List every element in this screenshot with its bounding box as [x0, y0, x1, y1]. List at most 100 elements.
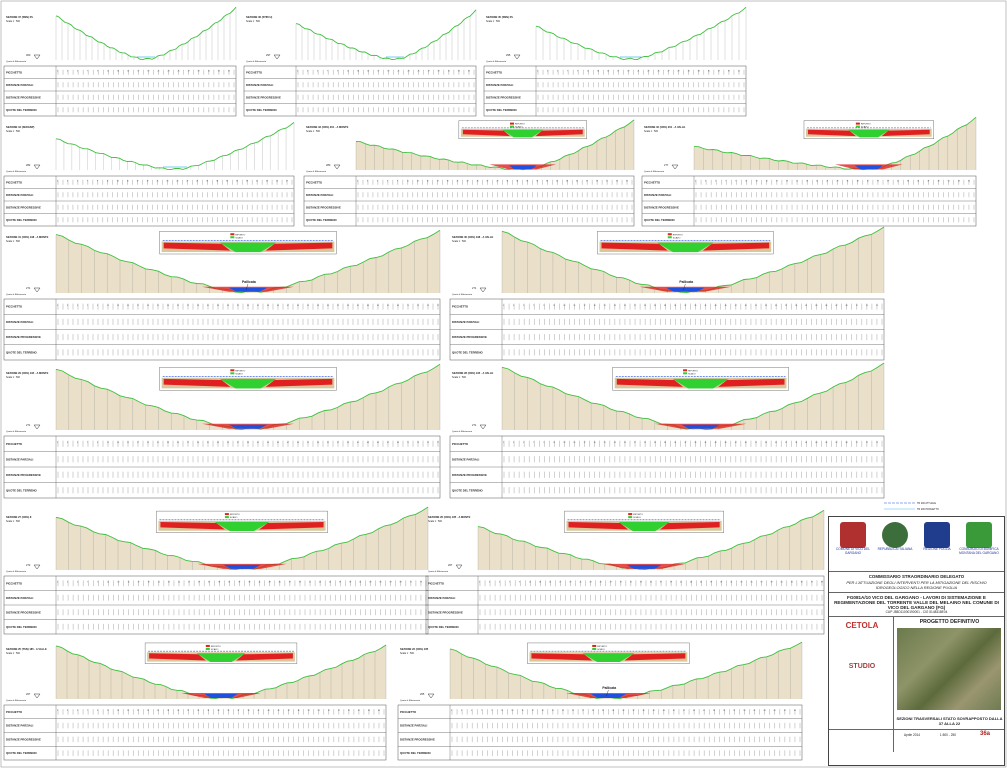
- section-title: SEZIONE 25 (TSN) 185 - A VALLE: [6, 647, 47, 651]
- stake-number: 53: [958, 181, 960, 183]
- stake-number: 25: [177, 305, 179, 307]
- stake-number: 11: [107, 442, 109, 444]
- stake-number: 1: [537, 71, 538, 73]
- stake-number: 35: [226, 181, 228, 183]
- stake-number: 55: [626, 181, 628, 183]
- stake-number: 65: [377, 305, 379, 307]
- stake-number: 41: [257, 442, 259, 444]
- table-row-label: DISTANZE PROGRESSIVE: [306, 205, 341, 209]
- stake-number: 5: [471, 710, 472, 712]
- stake-number: 69: [397, 442, 399, 444]
- stake-number: 17: [584, 442, 586, 444]
- fill-area: [807, 129, 856, 137]
- stake-number: 47: [928, 181, 930, 183]
- stake-number: 11: [746, 181, 748, 183]
- section-title: SEZIONE 30 (CRG) 198 - A VALLE: [452, 235, 494, 239]
- stake-number: 51: [606, 181, 608, 183]
- table-row-label: DISTANZE PARZIALI: [6, 457, 33, 461]
- stake-number: 39: [643, 710, 645, 712]
- table-row-label: QUOTE DEL TERRENO: [400, 751, 432, 755]
- consorzio-label: CONSORZIO DI BONIFICA MONTANA DEL GARGAN…: [959, 547, 999, 555]
- stake-number: 15: [127, 442, 129, 444]
- stake-number: 51: [755, 305, 757, 307]
- legend-swatch-fill: [230, 233, 235, 236]
- table-row-label: DISTANZE PROGRESSIVE: [6, 95, 41, 99]
- stake-number: 25: [178, 582, 180, 584]
- table-row-label: QUOTE DEL TERRENO: [644, 218, 676, 222]
- stake-number: 45: [725, 442, 727, 444]
- stake-number: 37: [536, 181, 538, 183]
- stake-number: 63: [815, 305, 817, 307]
- datum-marker-icon: [33, 164, 41, 170]
- stake-number: 61: [359, 582, 361, 584]
- cut-area: [618, 521, 670, 532]
- stake-number: 45: [279, 582, 281, 584]
- section-scale: Scala 1 : 500: [452, 376, 467, 379]
- stake-number: 25: [177, 710, 179, 712]
- datum-marker-icon: [333, 164, 341, 170]
- phase-label: PROGETTO DEFINITIVO: [919, 619, 980, 625]
- stake-number: 51: [948, 181, 950, 183]
- stake-number: 59: [348, 710, 350, 712]
- fill-area: [881, 129, 930, 137]
- stake-number: 63: [367, 305, 369, 307]
- stake-number: 15: [127, 305, 129, 307]
- table-row-label: DISTANZE PARZIALI: [6, 724, 33, 728]
- stake-number: 13: [117, 582, 119, 584]
- stake-number: 35: [526, 181, 528, 183]
- channel-water: [590, 694, 626, 699]
- stake-number: 21: [158, 582, 160, 584]
- stake-number: 7: [725, 181, 726, 183]
- stake-number: 3: [513, 305, 514, 307]
- stake-number: 13: [512, 710, 514, 712]
- stake-number: 13: [563, 305, 565, 307]
- table-row-label: DISTANZE PARZIALI: [246, 83, 273, 87]
- stake-number: 47: [735, 305, 737, 307]
- table-row-label: DISTANZE PROGRESSIVE: [452, 473, 487, 477]
- stake-number: 1: [57, 582, 58, 584]
- stake-number: 17: [559, 582, 561, 584]
- datum-value: 271: [26, 286, 31, 290]
- stake-number: 61: [357, 442, 359, 444]
- table-row-label: PICCHETTO: [400, 710, 417, 714]
- sheet-title: SEZIONI TRASVERSALI STATO SOVRAPPOSTO DA…: [896, 716, 1003, 726]
- datum-marker-icon: [671, 164, 679, 170]
- stake-number: 23: [408, 71, 410, 73]
- pallicata-label: Pallicata: [602, 686, 616, 690]
- datum-value: 271: [472, 286, 477, 290]
- legend-label-cut: SCAVO: [688, 372, 696, 375]
- stake-number: 75: [427, 442, 429, 444]
- project-title: FG081A/10 VICO DEL GARGANO - LAVORI DI S…: [834, 595, 999, 610]
- stake-number: 1: [357, 181, 358, 183]
- section-scale: Scala 1 : 500: [644, 130, 659, 133]
- pallicata-leader: [245, 283, 249, 291]
- stake-number: 11: [529, 582, 531, 584]
- stake-number: 5: [77, 582, 78, 584]
- stake-number: 41: [738, 71, 740, 73]
- stake-number: 29: [644, 442, 646, 444]
- datum-label: Quota di Riferimento: [6, 570, 27, 573]
- stake-number: 67: [811, 582, 813, 584]
- stake-number: 29: [592, 710, 594, 712]
- datum-value: 280: [326, 163, 331, 167]
- stake-number: 37: [660, 582, 662, 584]
- stake-number: 65: [377, 442, 379, 444]
- stake-number: 31: [654, 442, 656, 444]
- stake-number: 17: [437, 181, 439, 183]
- stake-number: 23: [614, 305, 616, 307]
- soil-fill: [56, 230, 440, 293]
- terrain-profile: [535, 6, 747, 61]
- stake-number: 49: [298, 710, 300, 712]
- stake-number: 31: [506, 181, 508, 183]
- datum-label: Quota di Riferimento: [6, 293, 27, 296]
- stake-number: 13: [357, 71, 359, 73]
- table-row-label: PICCHETTO: [428, 581, 445, 585]
- aerial-photo: [897, 628, 1001, 710]
- soil-fill: [478, 510, 824, 570]
- table-row-label: QUOTE DEL TERRENO: [452, 350, 484, 354]
- legend-label-cut: SCAVO: [597, 648, 605, 651]
